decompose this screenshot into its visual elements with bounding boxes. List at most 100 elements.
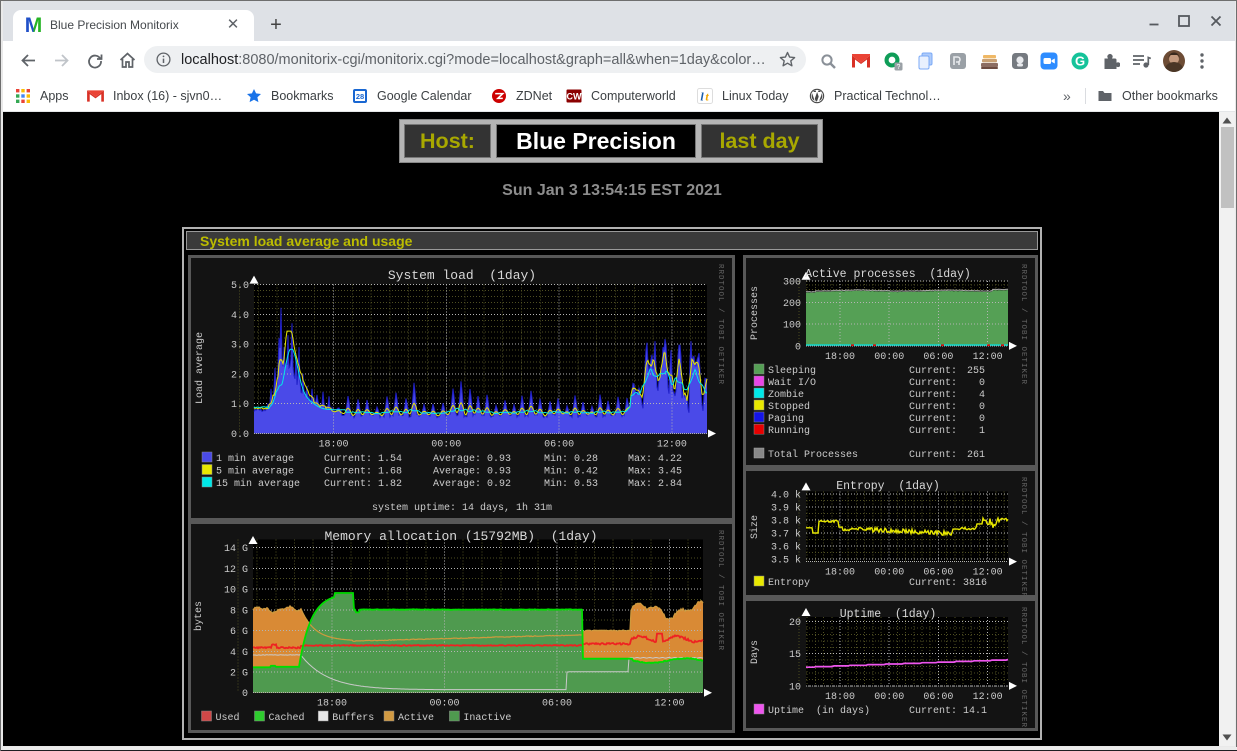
svg-text:18:00: 18:00 (318, 440, 348, 451)
svg-text:2 G: 2 G (230, 669, 248, 680)
svg-text:0: 0 (242, 689, 248, 700)
svg-text:2.0: 2.0 (231, 370, 249, 381)
svg-text:Used: Used (216, 712, 240, 724)
svg-text:Current: 1.68: Current: 1.68 (324, 467, 402, 478)
svg-text:Max: 3.45: Max: 3.45 (628, 467, 682, 478)
svg-text:200: 200 (783, 299, 801, 310)
svg-text:20: 20 (789, 618, 801, 629)
svg-text:12 G: 12 G (224, 565, 248, 576)
svg-text:0: 0 (979, 402, 985, 413)
svg-text:Current:: Current: (909, 402, 957, 413)
svg-text:l: l (700, 90, 704, 104)
svg-text:1.0: 1.0 (231, 400, 249, 411)
svg-text:Current:: Current: (909, 366, 957, 377)
svg-text:RRDTOOL / TOBI OETIKER: RRDTOOL / TOBI OETIKER (716, 264, 724, 385)
svg-text:06:00: 06:00 (544, 440, 574, 451)
svg-text:1 min average: 1 min average (216, 453, 294, 465)
svg-text:3.9 k: 3.9 k (771, 503, 801, 515)
svg-text:CW: CW (567, 92, 582, 102)
svg-text:Entropy (1day): Entropy (1day) (836, 480, 940, 493)
svg-text:00:00: 00:00 (874, 568, 904, 579)
svg-text:Current:: Current: (909, 426, 957, 437)
svg-text:System load (1day): System load (1day) (388, 268, 536, 283)
svg-text:Wait I/O: Wait I/O (768, 377, 816, 389)
svg-text:8 G: 8 G (230, 606, 248, 617)
svg-text:15 min average: 15 min average (216, 478, 300, 490)
svg-text:12:00: 12:00 (973, 568, 1003, 579)
svg-text:3.7 k: 3.7 k (771, 529, 801, 541)
svg-text:RRDTOOL / TOBI OETIKER: RRDTOOL / TOBI OETIKER (1019, 477, 1027, 595)
svg-text:14 G: 14 G (224, 544, 248, 555)
svg-text:bytes: bytes (193, 601, 205, 631)
svg-text:3.8 k: 3.8 k (771, 516, 801, 528)
svg-text:Max: 4.22: Max: 4.22 (628, 454, 682, 465)
svg-text:3.5 k: 3.5 k (771, 555, 801, 567)
svg-text:?: ? (897, 64, 901, 71)
svg-text:06:00: 06:00 (923, 692, 953, 703)
svg-text:Paging: Paging (768, 413, 804, 425)
svg-text:0: 0 (979, 414, 985, 425)
svg-text:Inactive: Inactive (463, 712, 511, 724)
svg-text:5.0: 5.0 (231, 281, 249, 292)
svg-text:00:00: 00:00 (429, 699, 459, 710)
svg-text:1: 1 (979, 426, 985, 437)
svg-text:Average: 0.93: Average: 0.93 (433, 454, 511, 465)
svg-text:Current: 14.1: Current: 14.1 (909, 706, 987, 717)
svg-text:06:00: 06:00 (923, 352, 953, 363)
svg-text:300: 300 (783, 277, 801, 288)
svg-text:18:00: 18:00 (825, 692, 855, 703)
svg-text:Cached: Cached (269, 712, 305, 724)
svg-text:Stopped: Stopped (768, 401, 810, 413)
svg-text:Total Processes: Total Processes (768, 449, 858, 461)
svg-text:Buffers: Buffers (332, 712, 374, 724)
svg-text:Current:: Current: (909, 414, 957, 425)
svg-text:Entropy: Entropy (768, 578, 810, 589)
svg-text:t: t (705, 90, 709, 104)
svg-text:Memory allocation (15792MB) (: Memory allocation (15792MB) (1day) (324, 529, 597, 544)
svg-text:00:00: 00:00 (874, 692, 904, 703)
svg-text:4 G: 4 G (230, 648, 248, 659)
svg-text:Current:: Current: (909, 390, 957, 401)
svg-text:Max: 2.84: Max: 2.84 (628, 479, 682, 490)
svg-text:Average: 0.93: Average: 0.93 (433, 467, 511, 478)
svg-text:Running: Running (768, 425, 810, 437)
svg-text:10 G: 10 G (224, 586, 248, 597)
svg-text:18:00: 18:00 (825, 568, 855, 579)
svg-text:18:00: 18:00 (825, 352, 855, 363)
svg-text:3.6 k: 3.6 k (771, 542, 801, 554)
svg-text:Current: 1.54: Current: 1.54 (324, 454, 402, 465)
svg-text:system uptime: 14 days, 1h 31m: system uptime: 14 days, 1h 31m (372, 502, 552, 514)
svg-text:M: M (25, 16, 42, 34)
svg-text:0: 0 (795, 342, 801, 353)
svg-text:Active: Active (398, 712, 434, 724)
svg-text:Sleeping: Sleeping (768, 365, 816, 377)
svg-text:4.0: 4.0 (231, 311, 249, 322)
svg-text:28: 28 (356, 92, 364, 101)
svg-text:0: 0 (979, 378, 985, 389)
svg-text:10: 10 (789, 682, 801, 693)
svg-text:15: 15 (789, 650, 801, 661)
svg-text:6 G: 6 G (230, 627, 248, 638)
svg-text:G: G (1075, 54, 1085, 69)
svg-text:06:00: 06:00 (923, 568, 953, 579)
svg-text:Min: 0.53: Min: 0.53 (544, 478, 598, 490)
svg-text:255: 255 (967, 366, 985, 377)
svg-text:18:00: 18:00 (317, 699, 347, 710)
svg-text:Uptime (1day): Uptime (1day) (840, 608, 937, 621)
svg-text:Size: Size (749, 515, 761, 539)
svg-text:06:00: 06:00 (542, 699, 572, 710)
svg-text:12:00: 12:00 (657, 440, 687, 451)
svg-text:Days: Days (750, 640, 761, 664)
svg-text:Load average: Load average (194, 332, 206, 404)
svg-text:Zombie: Zombie (768, 389, 804, 401)
svg-text:Min: 0.42: Min: 0.42 (544, 466, 598, 478)
svg-text:12:00: 12:00 (973, 692, 1003, 703)
svg-text:0.0: 0.0 (231, 430, 249, 441)
svg-text:12:00: 12:00 (973, 352, 1003, 363)
svg-text:Processes: Processes (750, 286, 761, 340)
svg-text:5 min average: 5 min average (216, 466, 294, 478)
svg-text:261: 261 (967, 450, 985, 461)
svg-text:Current: 1.82: Current: 1.82 (324, 479, 402, 490)
svg-text:RRDTOOL / TOBI OETIKER: RRDTOOL / TOBI OETIKER (716, 530, 724, 651)
svg-text:Active processes (1day): Active processes (1day) (805, 268, 971, 281)
